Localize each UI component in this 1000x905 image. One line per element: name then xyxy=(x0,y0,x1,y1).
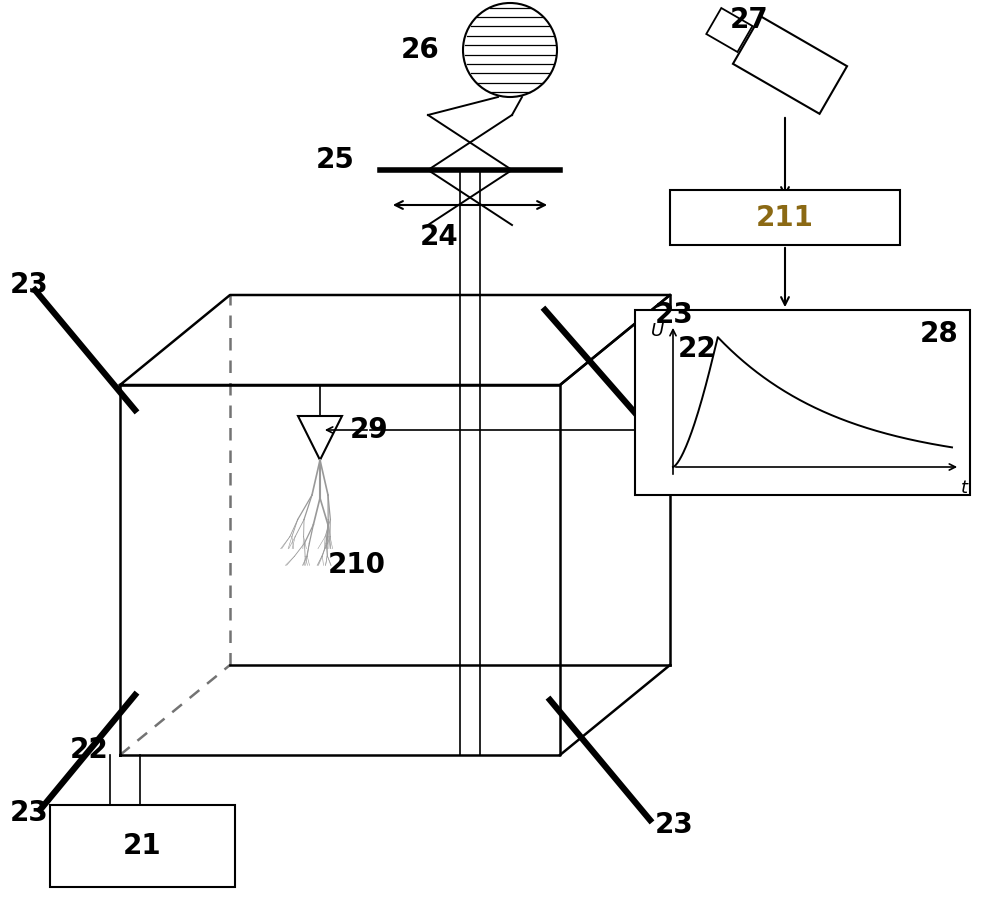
Text: 28: 28 xyxy=(919,320,958,348)
Text: 22: 22 xyxy=(678,335,717,363)
Text: $t$: $t$ xyxy=(960,479,970,497)
Text: 211: 211 xyxy=(756,204,814,232)
FancyBboxPatch shape xyxy=(670,190,900,245)
Text: 27: 27 xyxy=(730,6,769,34)
Text: 21: 21 xyxy=(123,832,162,860)
Text: 23: 23 xyxy=(10,799,49,827)
Text: 24: 24 xyxy=(420,223,459,251)
Text: 210: 210 xyxy=(328,551,386,579)
Text: 25: 25 xyxy=(316,146,355,174)
Text: $U$: $U$ xyxy=(650,322,665,340)
Text: 26: 26 xyxy=(401,36,440,64)
Text: 22: 22 xyxy=(69,736,108,764)
FancyBboxPatch shape xyxy=(50,805,235,887)
Text: 23: 23 xyxy=(655,301,694,329)
Text: 29: 29 xyxy=(350,416,389,444)
Text: 23: 23 xyxy=(655,811,694,839)
FancyBboxPatch shape xyxy=(635,310,970,495)
Text: 23: 23 xyxy=(10,271,49,299)
